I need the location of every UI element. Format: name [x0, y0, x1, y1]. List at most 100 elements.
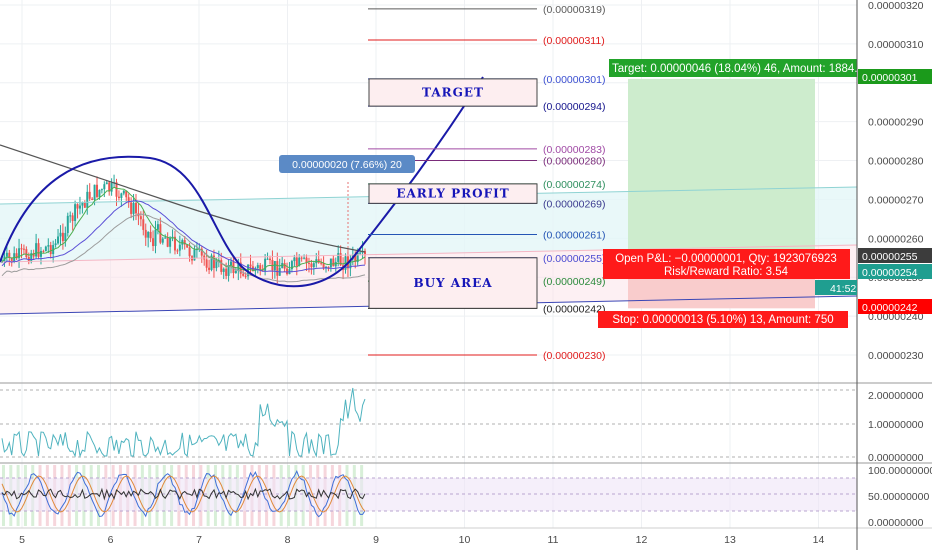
candle-body: [349, 259, 352, 269]
zone-box: [368, 183, 538, 204]
stop-label-bg: [598, 311, 848, 328]
candle-body: [8, 252, 11, 258]
candle-body: [210, 255, 213, 270]
candle-body: [237, 262, 240, 271]
oscillator-tick-label: 2.00000000: [868, 390, 924, 402]
candle-body: [295, 257, 298, 266]
candle-body: [57, 236, 60, 244]
candle-body: [44, 246, 47, 252]
candle-body: [310, 263, 313, 268]
candle-body: [20, 248, 23, 250]
candle-body: [69, 215, 72, 217]
candle-body: [169, 238, 172, 247]
fib-level-label: (0.00000242): [543, 303, 605, 315]
measure-label-bg: [279, 155, 415, 173]
candle-body: [74, 204, 77, 221]
oscillator-tick-label: 0.00000000: [868, 452, 924, 464]
stoch-d-line: [1, 475, 366, 513]
candle-body: [307, 262, 310, 264]
candle-body: [15, 253, 18, 259]
stoch-extra-line: [1, 487, 366, 501]
price-tag-label: 0.00000301: [862, 72, 918, 84]
time-tick-label: 10: [459, 534, 471, 546]
fib-level-label: (0.00000301): [543, 74, 605, 86]
candle-body: [337, 253, 340, 262]
candle-body: [200, 248, 203, 256]
zone-box: [368, 257, 538, 309]
candle-body: [30, 253, 33, 262]
candle-body: [322, 263, 325, 269]
candle-body: [230, 261, 233, 266]
candle-body: [290, 261, 293, 270]
candle-body: [225, 268, 228, 276]
oscillator-tick-label: 1.00000000: [868, 419, 924, 431]
candle-body: [83, 202, 86, 208]
candle-body: [205, 259, 208, 268]
candle-body: [212, 255, 215, 269]
candle-body: [96, 184, 99, 197]
candle-body: [42, 250, 45, 252]
candle-body: [234, 270, 237, 273]
fib-level-label: (0.00000249): [543, 276, 605, 288]
candle-body: [39, 250, 42, 257]
candle-body: [64, 232, 67, 242]
candle-body: [364, 250, 366, 256]
candle-body: [149, 231, 152, 239]
price-tick-label: 0.00000290: [868, 117, 924, 129]
candle-body: [66, 215, 69, 233]
candle-body: [59, 232, 62, 237]
candle-body: [305, 257, 308, 263]
stochastic-tick-label: 0.00000000: [868, 517, 924, 529]
time-tick-label: 8: [285, 534, 291, 546]
price-tag-bg: [858, 69, 932, 84]
pnl-label: Open P&L: −0.00000001, Qty: 1923076923: [615, 253, 837, 265]
candle-body: [117, 196, 120, 198]
candle-body: [110, 183, 113, 192]
time-tick-label: 12: [636, 534, 648, 546]
candle-body: [5, 252, 8, 257]
candle-body: [193, 249, 196, 261]
candle-body: [161, 238, 164, 243]
price-tag-bg: [815, 280, 857, 295]
candle-body: [154, 229, 157, 247]
candle-body: [10, 257, 13, 262]
candle-body: [86, 191, 89, 208]
candle-body: [166, 237, 169, 247]
price-tag-label: 0.00000242: [862, 302, 918, 314]
fib-level-label: (0.00000230): [543, 350, 605, 362]
time-tick-label: 5: [19, 534, 25, 546]
candle-body: [354, 254, 357, 263]
zone-label: TARGET: [422, 86, 484, 100]
candle-body: [300, 257, 303, 259]
candle-body: [37, 243, 40, 257]
price-tag-label: 41:52: [830, 283, 856, 295]
candle-body: [144, 229, 147, 238]
candle-body: [312, 263, 315, 268]
stoch-k-line: [1, 469, 366, 518]
candle-body: [125, 190, 128, 198]
price-tick-label: 0.00000270: [868, 194, 924, 206]
candle-body: [359, 252, 362, 254]
candle-body: [259, 265, 262, 270]
fib-level-label: (0.00000311): [543, 35, 605, 47]
candle-body: [329, 258, 332, 268]
candle-body: [147, 231, 150, 238]
candle-body: [176, 250, 179, 252]
candle-body: [186, 244, 189, 248]
candle-body: [32, 253, 35, 257]
candle-body: [332, 258, 335, 267]
candle-body: [339, 253, 342, 266]
candle-body: [356, 252, 359, 263]
candle-body: [173, 236, 176, 251]
candle-body: [188, 247, 191, 257]
price-tag-label: 0.00000255: [862, 251, 918, 263]
candle-body: [134, 203, 137, 214]
candle-body: [183, 240, 186, 245]
target-zone-area: [628, 78, 815, 258]
candle-body: [244, 275, 247, 277]
candle-body: [247, 264, 250, 277]
candle-body: [273, 261, 276, 271]
candle-body: [268, 258, 271, 261]
